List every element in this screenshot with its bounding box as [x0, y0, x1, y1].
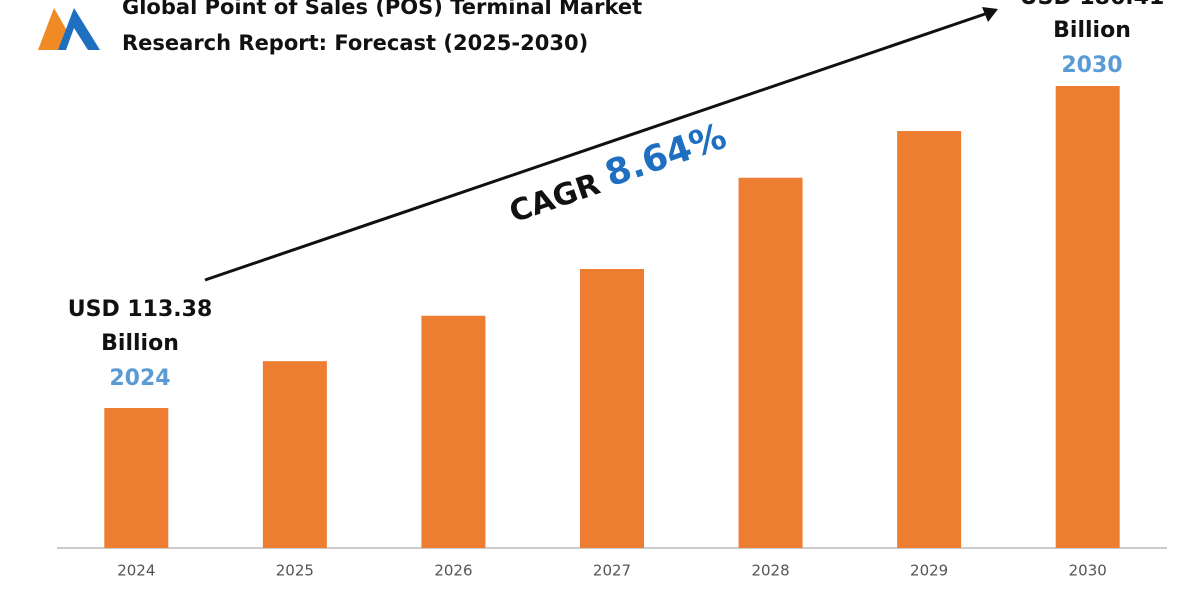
arrow-head	[982, 7, 998, 22]
end-year: 2030	[1061, 53, 1122, 78]
chart-title: Global Point of Sales (POS) Terminal Mar…	[122, 0, 642, 19]
bar	[262, 361, 327, 548]
x-tick-label: 2025	[276, 562, 314, 580]
chart-title: Research Report: Forecast (2025-2030)	[122, 31, 588, 55]
bar	[738, 177, 803, 549]
bar	[421, 315, 486, 548]
trend-arrow	[204, 12, 986, 282]
x-tick-label: 2027	[593, 562, 631, 580]
x-tick-label: 2026	[434, 562, 472, 580]
bar	[1055, 86, 1120, 548]
end-amount: USD 186.41	[1020, 0, 1165, 10]
logo	[38, 8, 100, 50]
x-tick-label: 2029	[910, 562, 948, 580]
x-tick-label: 2028	[751, 562, 789, 580]
bar	[104, 408, 169, 548]
bar	[580, 269, 644, 548]
end-unit: Billion	[1053, 18, 1131, 43]
start-year: 2024	[109, 366, 170, 391]
logo-right	[58, 8, 100, 50]
x-tick-label: 2030	[1069, 562, 1107, 580]
start-unit: Billion	[101, 331, 179, 356]
bar	[897, 131, 962, 548]
start-amount: USD 113.38	[68, 297, 213, 322]
x-tick-label: 2024	[117, 562, 155, 580]
